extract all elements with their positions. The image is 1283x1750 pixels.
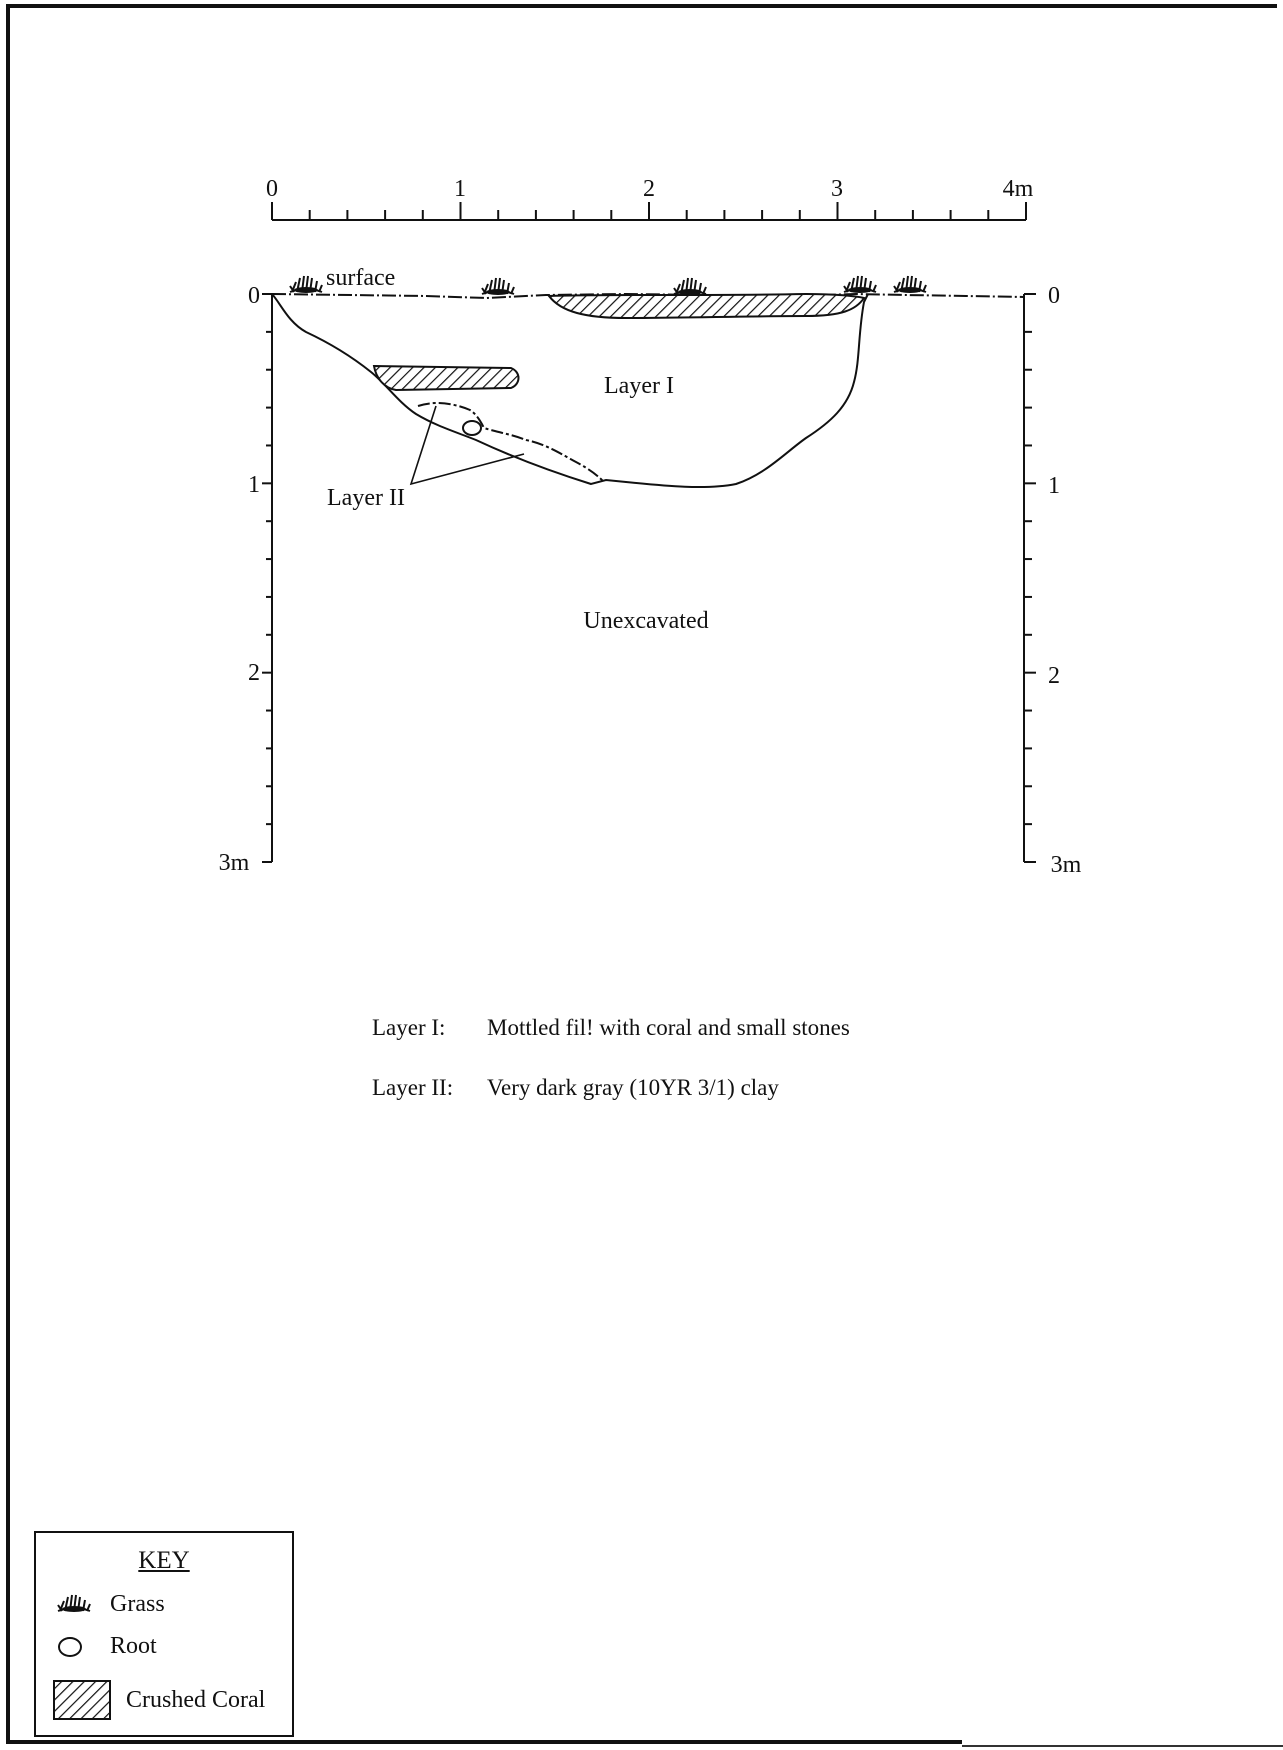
root-icon bbox=[58, 1636, 82, 1657]
pit-outline bbox=[271, 293, 869, 489]
legend-key: KEY Grass Root Crushed Coral bbox=[34, 1531, 294, 1737]
legend-item-root: Root bbox=[52, 1633, 157, 1660]
unexcavated-label: Unexcavated bbox=[583, 608, 708, 634]
grass-icon bbox=[481, 277, 515, 296]
layer-2-lens bbox=[417, 402, 605, 483]
grass-icon bbox=[843, 275, 877, 294]
layer-1-label: Layer I bbox=[604, 373, 674, 399]
crushed-coral-lens-surface bbox=[547, 292, 866, 320]
horizontal-scale: 0 1 2 3 4m bbox=[266, 176, 1034, 221]
ground-surface-line bbox=[271, 292, 1025, 300]
horizontal-tick-label-2: 2 bbox=[643, 176, 655, 202]
left-depth-scale-ticks bbox=[262, 293, 272, 863]
horizontal-tick-label-1: 1 bbox=[454, 176, 466, 202]
layer-1-description-term: Layer I: bbox=[372, 1015, 446, 1040]
layer-2-description-text: Very dark gray (10YR 3/1) clay bbox=[487, 1075, 779, 1100]
legend-item-grass: Grass bbox=[52, 1591, 165, 1618]
right-depth-label-2: 2 bbox=[1048, 663, 1060, 689]
layer-2-description-term: Layer II: bbox=[372, 1075, 454, 1100]
surface-label: surface bbox=[326, 265, 395, 291]
layer-2-label: Layer II bbox=[327, 485, 405, 511]
horizontal-tick-label-0: 0 bbox=[266, 176, 278, 202]
legend-item-crushed-coral: Crushed Coral bbox=[52, 1679, 265, 1721]
layer-2-description: Layer II: Very dark gray (10YR 3/1) clay bbox=[372, 1075, 779, 1101]
grass-icon bbox=[289, 275, 323, 294]
left-depth-label-1: 1 bbox=[248, 472, 260, 498]
horizontal-tick-label-4m: 4m bbox=[1003, 176, 1034, 202]
layer-2-leader-lines bbox=[409, 405, 525, 486]
grass-icon bbox=[673, 277, 707, 296]
left-depth-label-3m: 3m bbox=[219, 850, 250, 876]
legend-item-crushed-coral-label: Crushed Coral bbox=[126, 1686, 266, 1713]
right-depth-label-1: 1 bbox=[1048, 473, 1060, 499]
left-depth-scale: 0 1 2 3m bbox=[219, 283, 273, 876]
left-depth-label-2: 2 bbox=[248, 660, 260, 686]
right-depth-label-3m: 3m bbox=[1051, 852, 1082, 878]
profile-drawing: 0 1 2 3 4m 0 1 2 3m 0 1 2 3m bbox=[6, 4, 1277, 1744]
layer-1-description: Layer I: Mottled fil! with coral and smal… bbox=[372, 1015, 850, 1041]
right-depth-scale: 0 1 2 3m bbox=[1023, 283, 1082, 878]
right-depth-scale-ticks bbox=[1024, 293, 1036, 863]
legend-item-grass-label: Grass bbox=[110, 1591, 165, 1617]
legend-item-root-label: Root bbox=[110, 1633, 157, 1659]
grass-icon bbox=[893, 275, 927, 294]
left-depth-label-0: 0 bbox=[248, 283, 260, 309]
crushed-coral-icon bbox=[53, 1680, 111, 1720]
horizontal-tick-label-3: 3 bbox=[831, 176, 843, 202]
layer-1-description-text: Mottled fil! with coral and small stones bbox=[487, 1015, 850, 1040]
right-depth-label-0: 0 bbox=[1048, 283, 1060, 309]
bottom-edge-rule bbox=[962, 1745, 1283, 1747]
root-in-profile bbox=[462, 420, 482, 436]
horizontal-scale-ticks bbox=[271, 202, 1027, 220]
grass-icon bbox=[57, 1593, 91, 1613]
crushed-coral-lens-upper-left bbox=[372, 364, 520, 392]
legend-title: KEY bbox=[138, 1547, 190, 1574]
figure-frame: 0 1 2 3 4m 0 1 2 3m 0 1 2 3m bbox=[6, 4, 1277, 1744]
